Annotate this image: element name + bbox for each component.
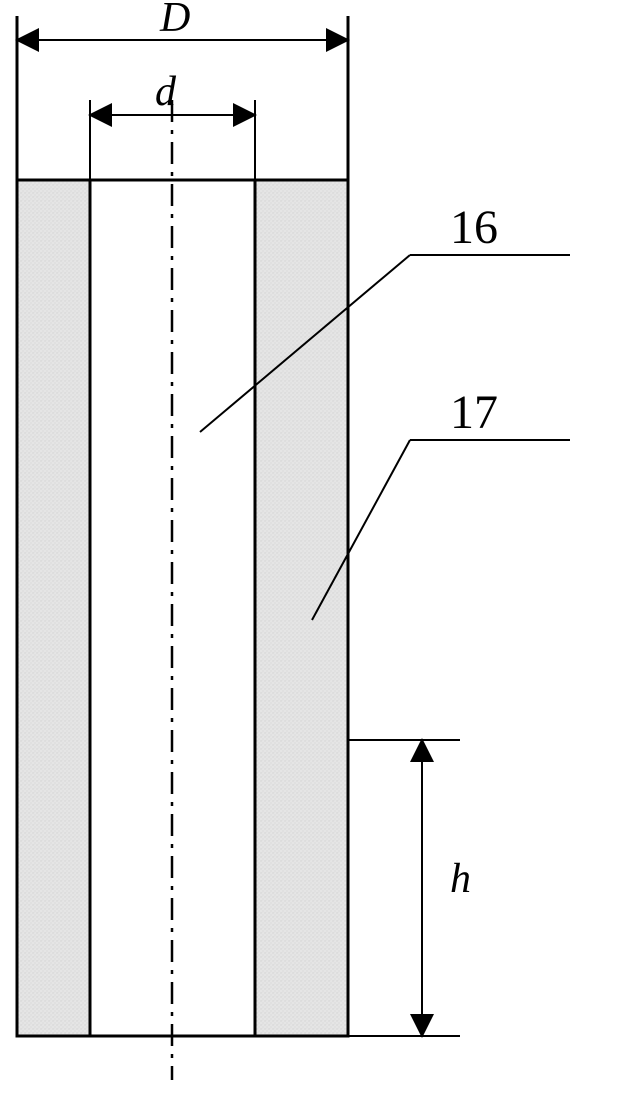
wall-left	[17, 180, 90, 1036]
wall-right	[255, 180, 348, 1036]
diagram-svg	[0, 0, 632, 1096]
diagram-container: D d h 16 17	[0, 0, 632, 1096]
